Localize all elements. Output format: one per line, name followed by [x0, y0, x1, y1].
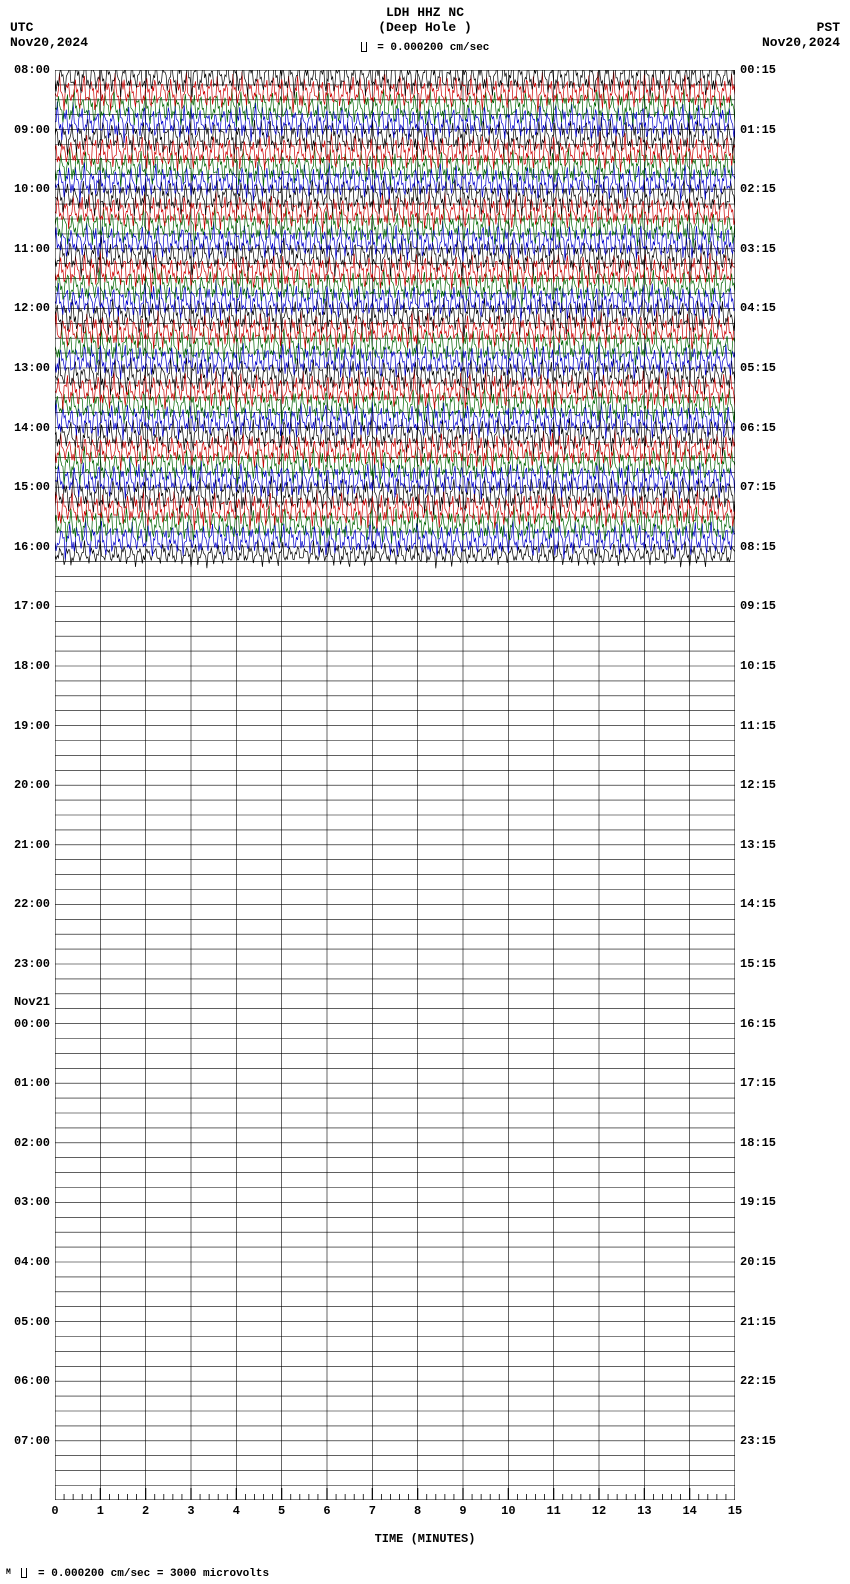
y-label-right: 05:15 — [740, 361, 790, 375]
y-label-left: 18:00 — [0, 659, 50, 673]
y-label-right: 02:15 — [740, 182, 790, 196]
y-label-left: 10:00 — [0, 182, 50, 196]
y-label-right: 22:15 — [740, 1374, 790, 1388]
y-label-right: 16:15 — [740, 1017, 790, 1031]
y-label-left: 23:00 — [0, 957, 50, 971]
x-label: 6 — [323, 1504, 330, 1518]
y-label-right: 04:15 — [740, 301, 790, 315]
y-label-left: 13:00 — [0, 361, 50, 375]
x-label: 1 — [97, 1504, 104, 1518]
x-label: 2 — [142, 1504, 149, 1518]
footer-bar-icon — [21, 1568, 27, 1578]
x-label: 12 — [592, 1504, 606, 1518]
y-label-right: 19:15 — [740, 1195, 790, 1209]
y-label-left: 22:00 — [0, 897, 50, 911]
x-axis-labels: 0123456789101112131415 — [55, 1504, 735, 1534]
y-label-left: 04:00 — [0, 1255, 50, 1269]
y-label-left: 19:00 — [0, 719, 50, 733]
plot-area — [55, 70, 735, 1500]
footer-tiny: M — [6, 1568, 11, 1577]
tz-left-label: UTC — [10, 20, 88, 35]
y-label-left: 09:00 — [0, 123, 50, 137]
y-label-left: 20:00 — [0, 778, 50, 792]
y-label-right: 23:15 — [740, 1434, 790, 1448]
x-label: 13 — [637, 1504, 651, 1518]
y-label-right: 21:15 — [740, 1315, 790, 1329]
y-label-right: 09:15 — [740, 599, 790, 613]
scale-top-text: = 0.000200 cm/sec — [377, 42, 489, 54]
y-label-right: 00:15 — [740, 63, 790, 77]
y-label-left: Nov21 — [0, 995, 50, 1009]
y-label-left: 05:00 — [0, 1315, 50, 1329]
footer-scale-text: = 0.000200 cm/sec = 3000 microvolts — [38, 1568, 269, 1580]
y-label-left: 11:00 — [0, 242, 50, 256]
x-axis-title: TIME (MINUTES) — [0, 1532, 850, 1546]
helicorder-svg — [55, 70, 735, 1500]
y-label-left: 21:00 — [0, 838, 50, 852]
y-label-left: 08:00 — [0, 63, 50, 77]
tz-right-label: PST — [762, 20, 840, 35]
y-label-left: 17:00 — [0, 599, 50, 613]
station-title: LDH HHZ NC — [0, 5, 850, 20]
y-label-right: 13:15 — [740, 838, 790, 852]
scale-bar-icon — [361, 42, 367, 52]
y-label-right: 14:15 — [740, 897, 790, 911]
y-label-left: 14:00 — [0, 421, 50, 435]
y-label-left: 16:00 — [0, 540, 50, 554]
y-label-right: 18:15 — [740, 1136, 790, 1150]
y-label-right: 01:15 — [740, 123, 790, 137]
x-label: 7 — [369, 1504, 376, 1518]
y-label-right: 20:15 — [740, 1255, 790, 1269]
y-label-right: 17:15 — [740, 1076, 790, 1090]
y-label-left: 00:00 — [0, 1017, 50, 1031]
x-label: 11 — [546, 1504, 560, 1518]
location-subtitle: (Deep Hole ) — [0, 20, 850, 35]
x-label: 3 — [187, 1504, 194, 1518]
y-label-right: 15:15 — [740, 957, 790, 971]
y-label-right: 06:15 — [740, 421, 790, 435]
chart-header: LDH HHZ NC (Deep Hole ) — [0, 5, 850, 35]
scale-top: = 0.000200 cm/sec — [0, 42, 850, 54]
y-label-left: 07:00 — [0, 1434, 50, 1448]
y-label-left: 15:00 — [0, 480, 50, 494]
footer-scale: M = 0.000200 cm/sec = 3000 microvolts — [6, 1568, 269, 1580]
x-label: 14 — [682, 1504, 696, 1518]
x-label: 8 — [414, 1504, 421, 1518]
y-label-left: 06:00 — [0, 1374, 50, 1388]
y-label-left: 12:00 — [0, 301, 50, 315]
x-label: 15 — [728, 1504, 742, 1518]
x-label: 9 — [459, 1504, 466, 1518]
y-label-right: 12:15 — [740, 778, 790, 792]
y-label-left: 01:00 — [0, 1076, 50, 1090]
y-label-left: 02:00 — [0, 1136, 50, 1150]
y-label-right: 07:15 — [740, 480, 790, 494]
x-label: 4 — [233, 1504, 240, 1518]
x-label: 5 — [278, 1504, 285, 1518]
y-label-right: 11:15 — [740, 719, 790, 733]
y-label-right: 08:15 — [740, 540, 790, 554]
x-label: 0 — [51, 1504, 58, 1518]
y-label-left: 03:00 — [0, 1195, 50, 1209]
y-label-right: 10:15 — [740, 659, 790, 673]
x-label: 10 — [501, 1504, 515, 1518]
y-label-right: 03:15 — [740, 242, 790, 256]
